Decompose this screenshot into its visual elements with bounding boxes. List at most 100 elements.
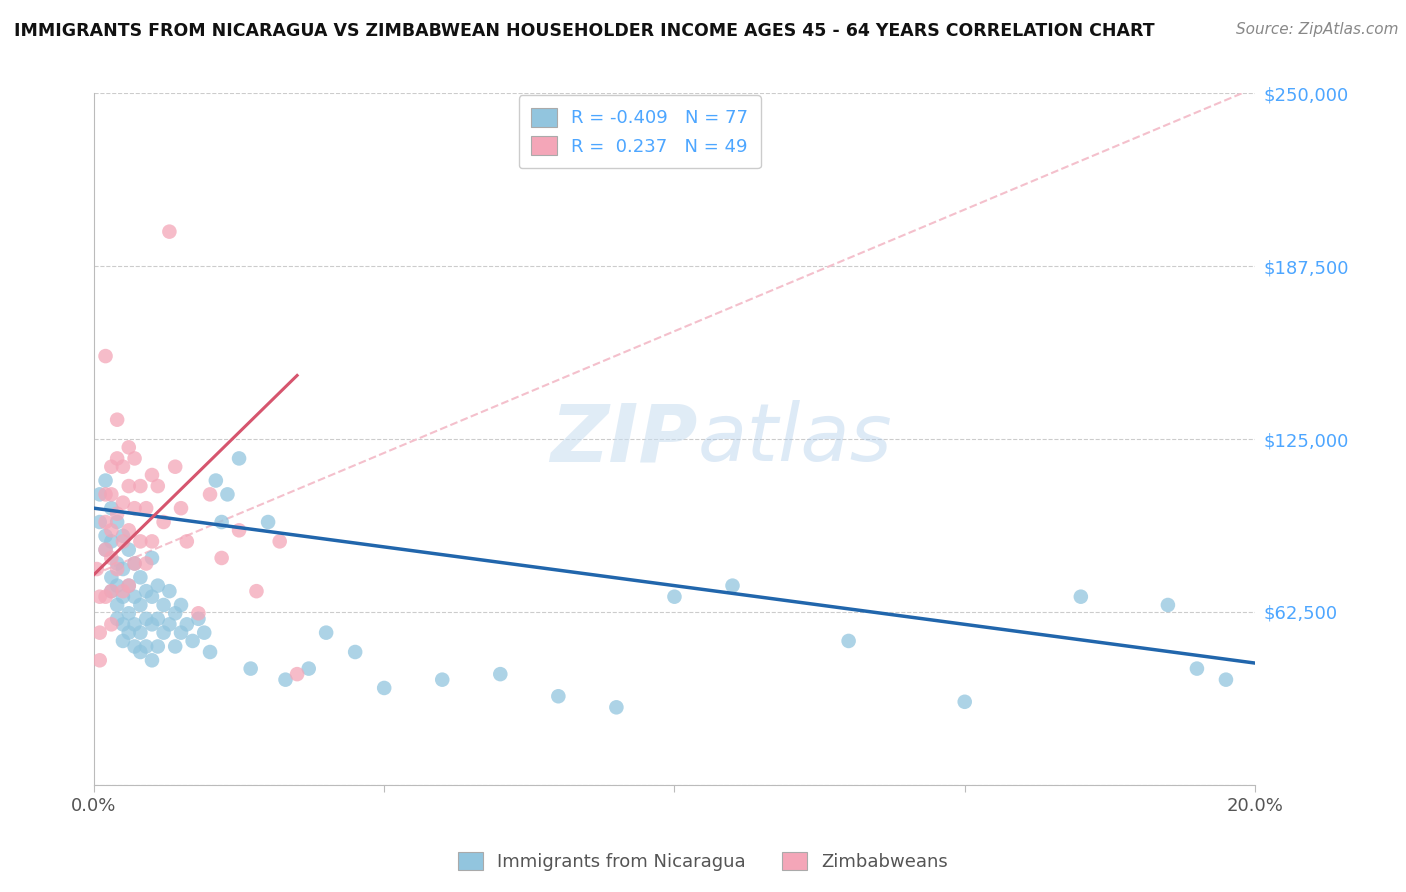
Point	[100, 584, 122, 599]
Point	[721, 579, 744, 593]
Point	[1157, 598, 1180, 612]
Point	[187, 607, 209, 621]
Point	[100, 524, 122, 538]
Point	[141, 534, 163, 549]
Point	[100, 617, 122, 632]
Point	[170, 598, 193, 612]
Point	[217, 487, 239, 501]
Point	[105, 515, 128, 529]
Point	[89, 653, 111, 667]
Point	[176, 617, 198, 632]
Point	[146, 640, 169, 654]
Point	[135, 501, 157, 516]
Point	[105, 507, 128, 521]
Point	[89, 625, 111, 640]
Point	[257, 515, 280, 529]
Point	[118, 441, 141, 455]
Point	[118, 607, 141, 621]
Point	[94, 474, 117, 488]
Point	[94, 542, 117, 557]
Point	[176, 534, 198, 549]
Point	[135, 584, 157, 599]
Point	[100, 459, 122, 474]
Point	[89, 515, 111, 529]
Point	[129, 479, 152, 493]
Point	[111, 634, 134, 648]
Point	[373, 681, 395, 695]
Point	[124, 640, 146, 654]
Point	[118, 625, 141, 640]
Point	[118, 524, 141, 538]
Point	[105, 451, 128, 466]
Point	[111, 590, 134, 604]
Point	[89, 590, 111, 604]
Point	[100, 551, 122, 566]
Point	[193, 625, 215, 640]
Point	[165, 459, 187, 474]
Point	[1185, 662, 1208, 676]
Point	[105, 562, 128, 576]
Point	[228, 451, 250, 466]
Point	[170, 501, 193, 516]
Point	[124, 590, 146, 604]
Point	[129, 645, 152, 659]
Point	[170, 625, 193, 640]
Point	[198, 487, 221, 501]
Point	[135, 612, 157, 626]
Point	[86, 562, 108, 576]
Point	[100, 487, 122, 501]
Point	[157, 617, 180, 632]
Point	[298, 662, 321, 676]
Point	[111, 617, 134, 632]
Point	[100, 534, 122, 549]
Point	[111, 584, 134, 599]
Point	[1215, 673, 1237, 687]
Point	[165, 640, 187, 654]
Point	[118, 579, 141, 593]
Point	[94, 529, 117, 543]
Point	[129, 534, 152, 549]
Point	[157, 584, 180, 599]
Point	[135, 640, 157, 654]
Point	[100, 570, 122, 584]
Point	[664, 590, 686, 604]
Point	[245, 584, 267, 599]
Point	[94, 349, 117, 363]
Text: ZIP: ZIP	[550, 400, 697, 478]
Point	[547, 690, 569, 704]
Point	[141, 653, 163, 667]
Point	[146, 579, 169, 593]
Point	[269, 534, 291, 549]
Point	[285, 667, 308, 681]
Point	[105, 413, 128, 427]
Point	[205, 474, 228, 488]
Point	[111, 459, 134, 474]
Point	[1070, 590, 1092, 604]
Point	[111, 529, 134, 543]
Point	[89, 487, 111, 501]
Legend: Immigrants from Nicaragua, Zimbabweans: Immigrants from Nicaragua, Zimbabweans	[450, 846, 956, 879]
Point	[105, 612, 128, 626]
Point	[135, 557, 157, 571]
Point	[838, 634, 860, 648]
Point	[152, 625, 174, 640]
Point	[181, 634, 204, 648]
Point	[124, 617, 146, 632]
Point	[111, 496, 134, 510]
Point	[953, 695, 976, 709]
Point	[94, 515, 117, 529]
Point	[141, 617, 163, 632]
Point	[124, 501, 146, 516]
Text: IMMIGRANTS FROM NICARAGUA VS ZIMBABWEAN HOUSEHOLDER INCOME AGES 45 - 64 YEARS CO: IMMIGRANTS FROM NICARAGUA VS ZIMBABWEAN …	[14, 22, 1154, 40]
Point	[94, 487, 117, 501]
Point	[94, 590, 117, 604]
Point	[141, 468, 163, 483]
Point	[239, 662, 262, 676]
Point	[211, 515, 233, 529]
Point	[141, 590, 163, 604]
Point	[111, 534, 134, 549]
Point	[152, 598, 174, 612]
Point	[124, 557, 146, 571]
Point	[118, 542, 141, 557]
Point	[146, 612, 169, 626]
